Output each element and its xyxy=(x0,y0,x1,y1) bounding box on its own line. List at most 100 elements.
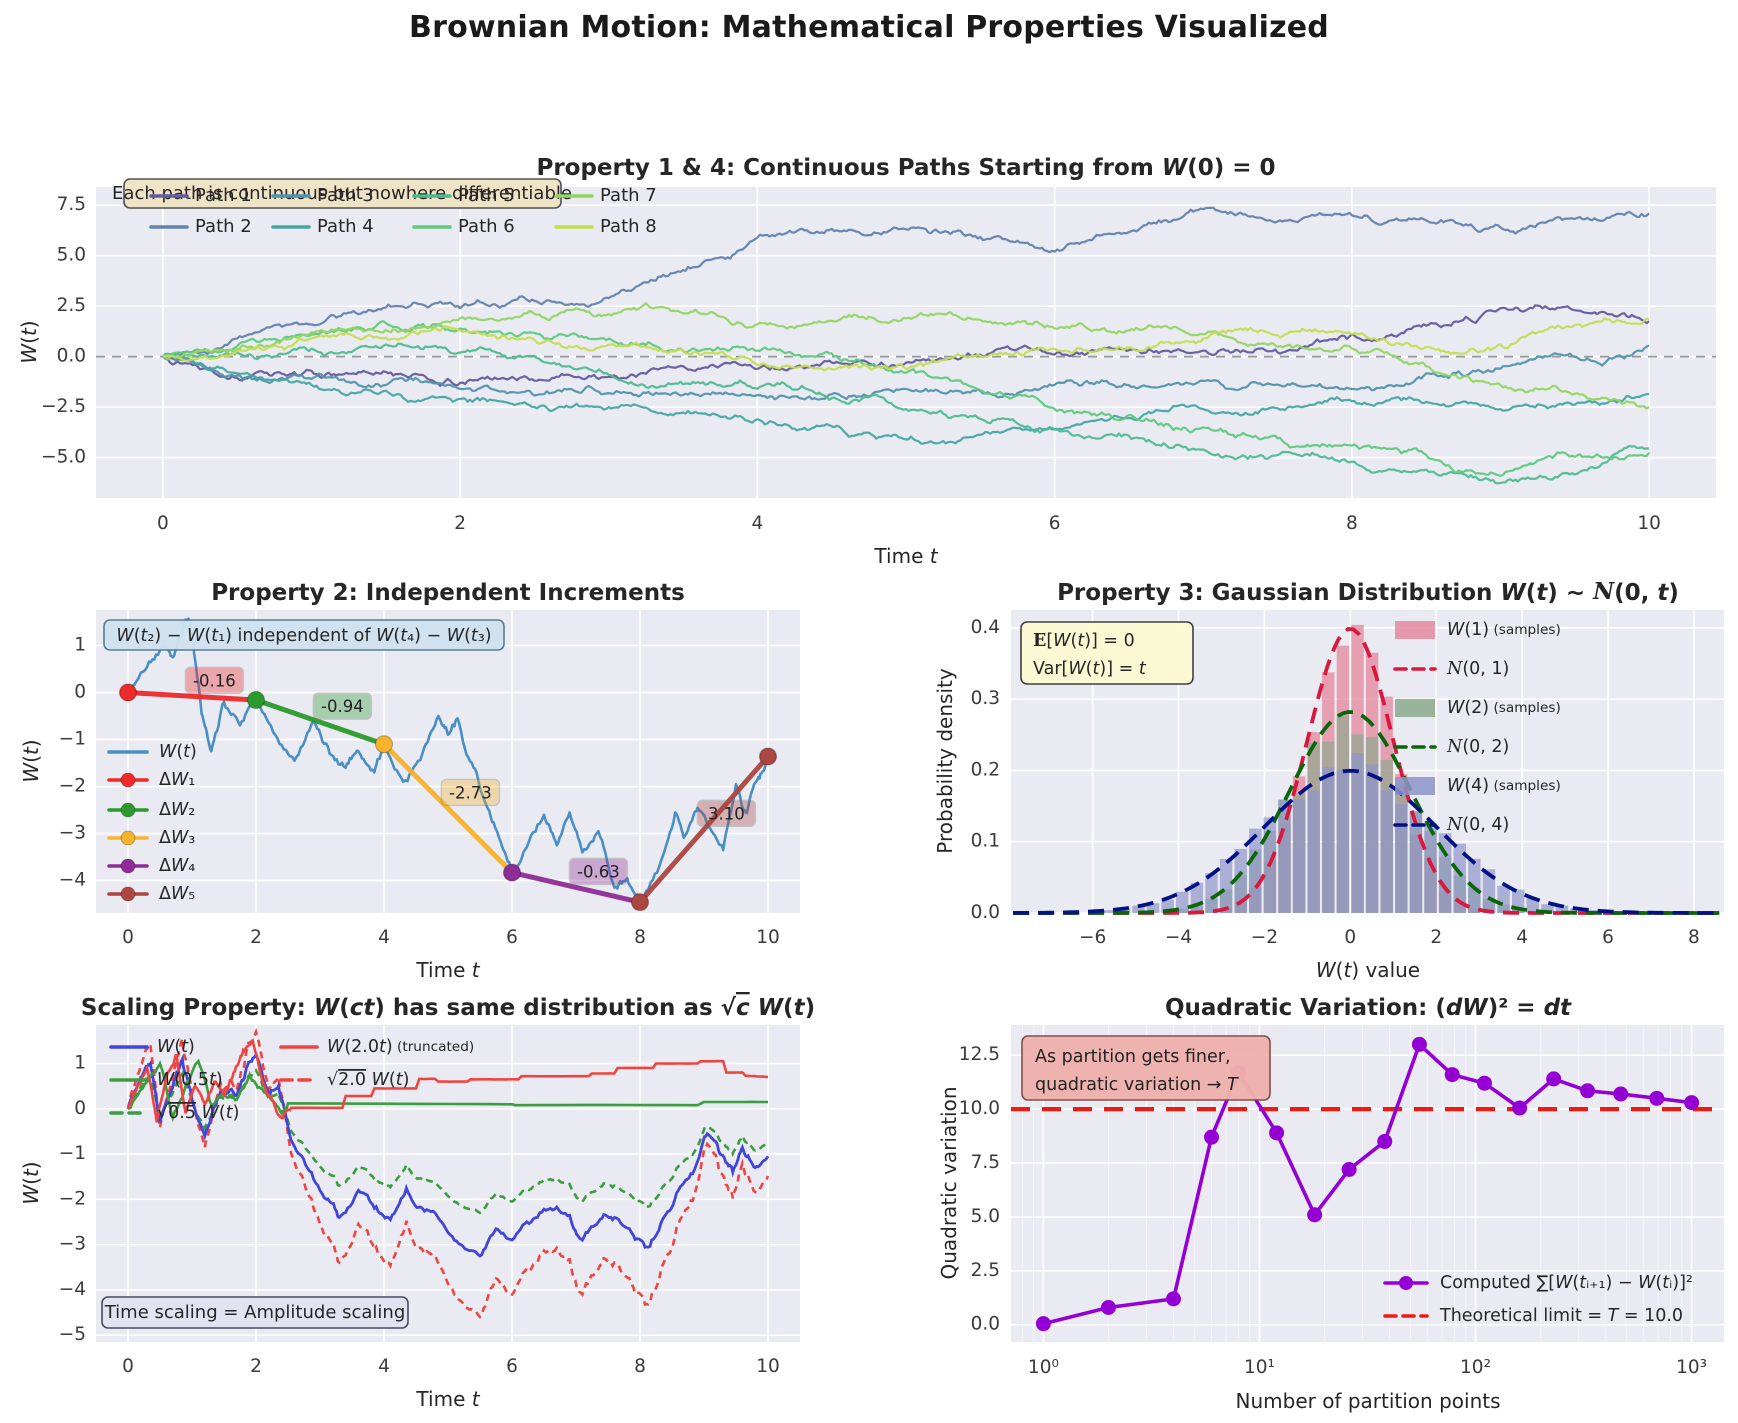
independent_increments-anchor-dot xyxy=(118,683,138,702)
continuous_paths-x-tick-label: 6 xyxy=(1049,513,1061,534)
scaling_property-legend-label: √2.0 W(t) xyxy=(327,1070,409,1090)
gaussian_distribution-x-tick-label: 6 xyxy=(1602,927,1614,948)
continuous_paths-y-tick-label: −5.0 xyxy=(41,447,86,468)
independent_increments-x-tick-label: 0 xyxy=(122,927,134,948)
gaussian_distribution-title: Property 3: Gaussian Distribution W(t) ~… xyxy=(1057,578,1679,606)
independent_increments-legend-label: ΔW₄ xyxy=(159,856,195,876)
gaussian_distribution-y-tick-label: 0.0 xyxy=(971,902,1000,923)
independent_increments-anchor-dot xyxy=(758,747,778,766)
scaling_property-legend-label: W(2.0t) (truncated) xyxy=(327,1037,474,1057)
independent_increments-increment-label-box xyxy=(696,799,757,828)
independent_increments-increment-label: -0.63 xyxy=(577,862,620,881)
gaussian_distribution-hist-bar xyxy=(1205,873,1218,913)
independent_increments-legend-swatch-dot xyxy=(120,830,136,846)
gaussian_distribution-annotation-text: Var[W(t)] = t xyxy=(1033,659,1147,679)
gaussian_distribution-legend-label: N(0, 2) xyxy=(1446,737,1509,758)
quadratic_variation-legend-swatch-dot xyxy=(1399,1276,1413,1290)
gaussian_distribution-annotation-text: E[W(t)] = 0 xyxy=(1033,631,1135,652)
independent_increments-x-tick-label: 8 xyxy=(634,927,646,948)
quadratic_variation-data-point xyxy=(1204,1129,1220,1145)
independent_increments-legend-label: ΔW₁ xyxy=(159,770,195,790)
gaussian_distribution-y-axis-label: Probability density xyxy=(933,668,957,854)
gaussian_distribution-legend-label: N(0, 1) xyxy=(1446,659,1509,680)
independent_increments-x-tick-label: 10 xyxy=(756,927,780,948)
gaussian_distribution-hist-bar xyxy=(1482,869,1496,913)
scaling_property-x-axis-label: Time t xyxy=(415,1387,480,1411)
gaussian_distribution-pdf-curve-2 xyxy=(1013,710,1720,915)
scaling_property-annotation-text: Time scaling = Amplitude scaling xyxy=(104,1302,406,1323)
gaussian_distribution-hist-bar xyxy=(1336,769,1350,913)
gaussian_distribution-hist-bar xyxy=(1497,885,1510,913)
quadratic_variation-y-tick-label: 10.0 xyxy=(959,1098,1000,1119)
continuous_paths-x-tick-label: 4 xyxy=(751,513,763,534)
quadratic_variation-data-point xyxy=(1307,1207,1323,1223)
scaling_property-x-tick-label: 8 xyxy=(634,1356,646,1377)
gaussian_distribution-hist-bar xyxy=(1219,858,1233,913)
quadratic_variation-data-point xyxy=(1411,1036,1427,1052)
gaussian_distribution-hist-bar xyxy=(1409,811,1423,913)
independent_increments-increment-line-3 xyxy=(381,741,515,876)
scaling_property-series-w-half-t xyxy=(127,1058,768,1123)
independent_increments-title: Property 2: Independent Increments xyxy=(211,580,685,606)
independent_increments-legend-swatch-dot xyxy=(120,802,136,818)
gaussian_distribution-hist-W4 xyxy=(1088,753,1612,913)
independent_increments-legend-label: ΔW₃ xyxy=(159,828,195,848)
independent_increments-x-tick-label: 4 xyxy=(378,927,390,948)
continuous_paths-legend-label: Path 3 xyxy=(317,185,374,206)
quadratic_variation-annotation-box xyxy=(1021,1035,1271,1101)
scaling_property-series-wt xyxy=(126,1050,770,1258)
quadratic_variation-annotation-text: quadratic variation → T xyxy=(1035,1075,1239,1095)
continuous_paths-x-tick-label: 10 xyxy=(1637,513,1661,534)
gaussian_distribution-legend-label: W(1) (samples) xyxy=(1447,620,1561,640)
independent_increments-x-axis-label: Time t xyxy=(415,958,480,982)
gaussian_distribution-hist-bar xyxy=(1103,910,1116,913)
scaling_property-y-tick-label: −3 xyxy=(59,1234,86,1255)
independent_increments-increment-label-box xyxy=(312,692,373,720)
quadratic_variation-x-axis-label: Number of partition points xyxy=(1236,1389,1501,1413)
gaussian_distribution-hist-bar xyxy=(1526,898,1539,913)
scaling_property-y-tick-label: −2 xyxy=(59,1188,86,1209)
scaling_property-legend-label: W(t) xyxy=(157,1037,195,1057)
quadratic_variation-data-point xyxy=(1546,1071,1562,1087)
independent_increments-increment-label-box xyxy=(568,857,629,886)
scaling_property-x-tick-label: 2 xyxy=(250,1356,262,1377)
quadratic_variation-data-point xyxy=(1684,1095,1700,1111)
independent_increments-increment-label: 3.10 xyxy=(708,804,745,823)
gaussian_distribution-x-axis-label: W(t) value xyxy=(1316,958,1420,982)
quadratic_variation-data-point xyxy=(1100,1299,1116,1315)
scaling_property-annotation-box xyxy=(101,1296,409,1329)
quadratic_variation-legend-label: Theoretical limit = T = 10.0 xyxy=(1439,1306,1683,1326)
independent_increments-increment-label: -2.73 xyxy=(449,783,492,802)
gaussian_distribution-y-tick-label: 0.2 xyxy=(971,759,1000,780)
independent_increments-legend-label: ΔW₅ xyxy=(159,884,195,904)
gaussian_distribution-x-tick-label: 0 xyxy=(1344,927,1356,948)
quadratic_variation-data-point xyxy=(1035,1316,1051,1332)
independent_increments-y-tick-label: −2 xyxy=(59,776,86,797)
quadratic_variation-data-point xyxy=(1341,1161,1357,1177)
quadratic_variation-data-point xyxy=(1649,1090,1665,1106)
continuous_paths-y-tick-label: 7.5 xyxy=(57,194,86,215)
independent_increments-legend-swatch-dot xyxy=(120,886,136,902)
quadratic_variation-y-tick-label: 0.0 xyxy=(971,1314,1000,1335)
gaussian_distribution-pdf-curve-1 xyxy=(1013,626,1720,915)
scaling_property-y-tick-label: −5 xyxy=(59,1324,86,1345)
independent_increments-anchor-dot xyxy=(374,735,394,754)
quadratic_variation-data-point xyxy=(1269,1125,1285,1141)
continuous_paths-x-axis-label: Time t xyxy=(873,544,938,568)
independent_increments-increment-label: -0.16 xyxy=(193,671,236,690)
continuous_paths-legend-label: Path 1 xyxy=(195,185,252,206)
independent_increments-x-tick-label: 2 xyxy=(250,927,262,948)
scaling_property-x-tick-label: 0 xyxy=(122,1356,134,1377)
gaussian_distribution-legend-swatch-rect xyxy=(1395,777,1435,795)
quadratic_variation-data-point xyxy=(1444,1067,1460,1083)
continuous_paths-series-5 xyxy=(162,342,1650,485)
gaussian_distribution-hist-bar xyxy=(1292,799,1306,913)
continuous_paths-series-6 xyxy=(162,320,1650,477)
quadratic_variation-legend-label: Computed ∑[W(tᵢ₊₁) − W(tᵢ)]² xyxy=(1440,1273,1693,1293)
gaussian_distribution-legend-label: W(4) (samples) xyxy=(1447,776,1561,796)
quadratic_variation-data-point xyxy=(1377,1133,1393,1149)
gaussian_distribution-legend-label: N(0, 4) xyxy=(1446,815,1509,836)
scaling_property-series-w-double-t xyxy=(126,1037,769,1123)
